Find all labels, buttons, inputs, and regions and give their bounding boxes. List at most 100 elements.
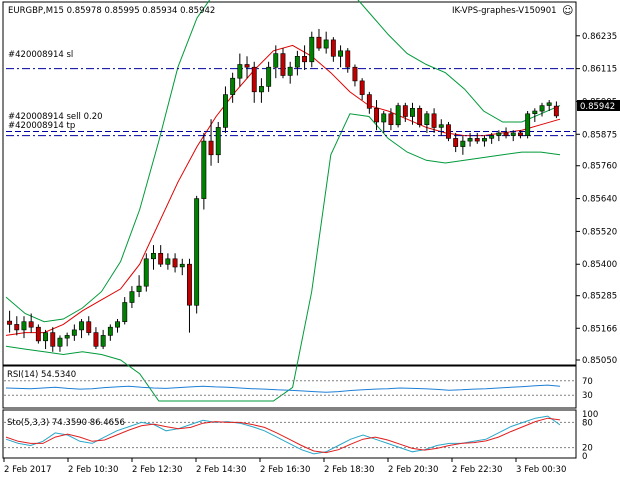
candle-body bbox=[517, 132, 523, 136]
series-rsi bbox=[5, 384, 561, 393]
time-tick-label: 2 Feb 12:30 bbox=[132, 465, 182, 475]
candle-body bbox=[71, 329, 77, 336]
candle-body bbox=[532, 110, 538, 115]
candle-body bbox=[323, 39, 329, 49]
level-label: 20 bbox=[582, 444, 593, 454]
candle-body bbox=[194, 198, 200, 306]
price-tick-label: 0.85640 bbox=[582, 195, 617, 205]
candle-body bbox=[187, 263, 192, 306]
price-tick-label: 0.85400 bbox=[582, 260, 617, 270]
band-upper bbox=[5, 0, 561, 323]
candle-body bbox=[503, 132, 509, 136]
candle-body bbox=[338, 50, 343, 57]
symbol-header: EURGBP,M15 0.85978 0.85995 0.85934 0.859… bbox=[8, 6, 215, 16]
candle-body bbox=[374, 108, 379, 123]
sell-order-label: #420008914 sell 0.20 bbox=[8, 112, 103, 122]
level-label: 100 bbox=[582, 410, 598, 420]
candle-body bbox=[151, 253, 156, 260]
candle-body bbox=[316, 36, 322, 49]
candle-body bbox=[43, 332, 49, 342]
candle-body bbox=[258, 86, 264, 93]
level-label: 30 bbox=[582, 391, 593, 401]
candle-body bbox=[460, 140, 466, 147]
candle-body bbox=[35, 326, 41, 342]
stoch-label: Sto(5,3,3) 74.3590 86.4656 bbox=[7, 418, 125, 428]
candle-body bbox=[172, 258, 178, 268]
candle-body bbox=[14, 324, 20, 331]
candle-body bbox=[395, 105, 401, 126]
candle-body bbox=[417, 108, 423, 126]
candle-body bbox=[467, 138, 473, 142]
candle-body bbox=[388, 113, 394, 126]
rsi-panel-frame bbox=[2, 365, 577, 409]
candle-body bbox=[280, 53, 286, 76]
time-tick-label: 2 Feb 10:30 bbox=[68, 465, 118, 475]
price-tick-label: 0.85520 bbox=[582, 227, 617, 237]
time-tick-label: 2 Feb 2017 bbox=[4, 465, 52, 475]
candle-body bbox=[93, 332, 99, 347]
time-tick-label: 3 Feb 00:30 bbox=[516, 465, 566, 475]
candle-body bbox=[546, 102, 552, 106]
level-label: 0 bbox=[582, 452, 587, 462]
time-axis: 2 Feb 2017 2 Feb 10:30 2 Feb 12:30 2 Feb 14… bbox=[3, 458, 566, 475]
candle-body bbox=[424, 113, 430, 126]
candle-body bbox=[287, 66, 293, 76]
candle-body bbox=[201, 140, 207, 199]
candle-body bbox=[237, 64, 243, 79]
candle-body bbox=[345, 50, 351, 68]
current-price-tag bbox=[577, 100, 620, 111]
price-tick-label: 0.85050 bbox=[582, 356, 617, 366]
candle-body bbox=[158, 253, 164, 265]
candle-body bbox=[136, 285, 142, 292]
level-label: 80 bbox=[582, 418, 593, 428]
stoch-panel-frame bbox=[2, 409, 577, 459]
candle-body bbox=[510, 132, 516, 136]
candle-body bbox=[79, 321, 85, 331]
candles bbox=[7, 28, 559, 352]
candle-body bbox=[266, 66, 272, 87]
candle-body bbox=[273, 53, 279, 68]
candle-body bbox=[223, 94, 228, 128]
candle-body bbox=[215, 127, 221, 156]
candle-body bbox=[122, 302, 128, 323]
sl-order-label: #420008914 sl bbox=[8, 50, 73, 60]
main-panel-frame bbox=[2, 1, 577, 366]
candle-body bbox=[230, 77, 236, 95]
candle-body bbox=[28, 321, 34, 328]
candle-body bbox=[366, 94, 372, 109]
candle-body bbox=[453, 138, 459, 147]
time-tick-label: 2 Feb 14:30 bbox=[196, 465, 246, 475]
candle-body bbox=[402, 105, 408, 117]
candle-body bbox=[438, 124, 444, 128]
price-axis: 0.862350.861150.859950.858750.857600.856… bbox=[576, 32, 617, 366]
candle-body bbox=[7, 320, 13, 325]
candle-body bbox=[553, 105, 559, 117]
current-price-value: 0.85942 bbox=[580, 102, 615, 112]
candle-body bbox=[179, 263, 185, 268]
price-tick-label: 0.86115 bbox=[582, 65, 617, 75]
candle-body bbox=[431, 113, 437, 128]
candle-body bbox=[115, 321, 121, 328]
candle-body bbox=[474, 138, 480, 142]
indicator-name: IK-VPS-graphes-V150901 bbox=[452, 6, 557, 16]
band-lower bbox=[5, 113, 561, 402]
candle-body bbox=[409, 108, 415, 117]
bollinger-bands bbox=[5, 0, 561, 402]
candle-body bbox=[525, 113, 531, 137]
time-tick-label: 2 Feb 22:30 bbox=[452, 465, 502, 475]
candle-body bbox=[165, 258, 171, 265]
time-tick-label: 2 Feb 18:30 bbox=[324, 465, 374, 475]
candle-body bbox=[302, 55, 307, 63]
candle-body bbox=[21, 321, 27, 331]
candle-body bbox=[100, 335, 106, 347]
candle-body bbox=[251, 66, 257, 93]
candle-body bbox=[294, 55, 300, 68]
candle-body bbox=[352, 66, 358, 82]
candle-body bbox=[309, 36, 315, 63]
candle-body bbox=[359, 80, 365, 95]
candle-body bbox=[489, 135, 495, 139]
candle-body bbox=[129, 291, 135, 303]
candle-body bbox=[208, 140, 214, 156]
